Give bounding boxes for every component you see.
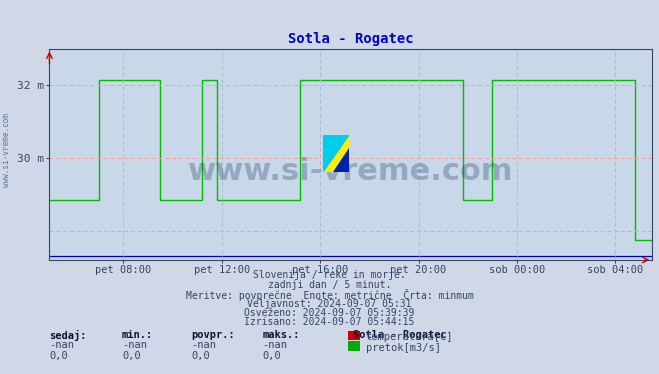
Text: -nan: -nan (49, 340, 74, 350)
Text: maks.:: maks.: (262, 330, 300, 340)
Polygon shape (323, 135, 349, 172)
Text: 0,0: 0,0 (49, 351, 68, 361)
Text: Meritve: povprečne  Enote: metrične  Črta: minmum: Meritve: povprečne Enote: metrične Črta:… (186, 289, 473, 301)
Polygon shape (333, 148, 349, 172)
Text: zadnji dan / 5 minut.: zadnji dan / 5 minut. (268, 280, 391, 290)
Text: Slovenija / reke in morje.: Slovenija / reke in morje. (253, 270, 406, 280)
Text: -nan: -nan (262, 340, 287, 350)
Text: www.si-vreme.com: www.si-vreme.com (188, 157, 513, 186)
Text: min.:: min.: (122, 330, 153, 340)
Title: Sotla - Rogatec: Sotla - Rogatec (288, 32, 414, 46)
Text: Osveženo: 2024-09-07 05:39:39: Osveženo: 2024-09-07 05:39:39 (244, 308, 415, 318)
Text: www.si-vreme.com: www.si-vreme.com (2, 113, 11, 187)
Text: 0,0: 0,0 (191, 351, 210, 361)
Text: sedaj:: sedaj: (49, 330, 87, 341)
Text: pretok[m3/s]: pretok[m3/s] (366, 343, 441, 353)
Text: Izrisano: 2024-09-07 05:44:15: Izrisano: 2024-09-07 05:44:15 (244, 317, 415, 327)
Text: -nan: -nan (122, 340, 147, 350)
Text: Veljavnost: 2024-09-07 05:31: Veljavnost: 2024-09-07 05:31 (247, 299, 412, 309)
Text: Sotla - Rogatec: Sotla - Rogatec (353, 330, 446, 340)
Text: 0,0: 0,0 (262, 351, 281, 361)
Text: -nan: -nan (191, 340, 216, 350)
Text: temperatura[C]: temperatura[C] (366, 332, 453, 342)
Text: 0,0: 0,0 (122, 351, 140, 361)
Text: povpr.:: povpr.: (191, 330, 235, 340)
Polygon shape (323, 135, 349, 172)
